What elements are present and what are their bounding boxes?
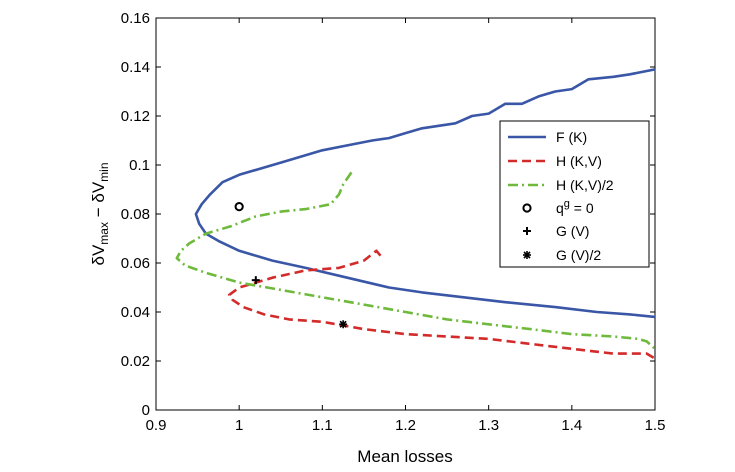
y-label-sub2: min bbox=[97, 162, 111, 181]
x-tick-label: 1.5 bbox=[645, 417, 666, 434]
legend-label-h-kv-half: H (K,V)/2 bbox=[556, 177, 614, 193]
x-tick-label: 1 bbox=[235, 417, 243, 434]
legend-box bbox=[499, 120, 650, 268]
legend-label-gv-half: G (V)/2 bbox=[556, 247, 601, 263]
marker-circle-point bbox=[234, 202, 244, 212]
marker-layer bbox=[234, 202, 348, 329]
x-tick-label: 1.4 bbox=[561, 417, 582, 434]
series-line-1 bbox=[227, 249, 656, 360]
legend-circle-marker-icon bbox=[522, 203, 532, 213]
series-layer bbox=[175, 68, 656, 360]
x-tick-label: 1.2 bbox=[395, 417, 416, 434]
y-label-sub1: max bbox=[97, 222, 111, 245]
y-tick-label: 0.04 bbox=[121, 304, 150, 321]
x-tick-label: 1.1 bbox=[312, 417, 333, 434]
legend-qg-tail: = 0 bbox=[570, 200, 594, 216]
legend-label-f-k: F (K) bbox=[556, 129, 587, 145]
x-axis-label: Mean losses bbox=[357, 447, 452, 466]
y-axis-ticks: 0 0.02 0.04 0.06 0.08 0.1 0.12 0.14 0.16 bbox=[121, 10, 655, 419]
x-axis-ticks: 0.9 1 1.1 1.2 1.3 1.4 1.5 bbox=[146, 18, 666, 434]
y-axis-label: δVmax − δVmin bbox=[89, 162, 111, 265]
legend-star-marker-icon bbox=[523, 251, 531, 259]
marker-star-point bbox=[339, 320, 348, 329]
y-tick-label: 0 bbox=[142, 402, 150, 419]
y-tick-label: 0.16 bbox=[121, 10, 150, 27]
y-tick-label: 0.02 bbox=[121, 353, 150, 370]
legend-label-qg: qg = 0 bbox=[556, 198, 594, 216]
y-tick-label: 0.08 bbox=[121, 206, 150, 223]
legend: F (K) H (K,V) H (K,V)/2 qg = 0 G (V) G (… bbox=[499, 120, 650, 268]
y-label-main: δV bbox=[89, 244, 108, 265]
legend-qg-sup: g bbox=[564, 198, 570, 210]
y-tick-label: 0.06 bbox=[121, 255, 150, 272]
legend-label-h-kv: H (K,V) bbox=[556, 153, 602, 169]
legend-label-gv: G (V) bbox=[556, 223, 589, 239]
series-line-0 bbox=[194, 68, 656, 319]
legend-plus-marker-icon bbox=[523, 227, 531, 235]
y-label-mid: − δV bbox=[89, 181, 108, 222]
x-tick-label: 1.3 bbox=[478, 417, 499, 434]
x-tick-label: 0.9 bbox=[146, 417, 167, 434]
legend-qg-main: q bbox=[556, 200, 564, 216]
y-tick-label: 0.12 bbox=[121, 108, 150, 125]
y-tick-label: 0.14 bbox=[121, 59, 150, 76]
y-tick-label: 0.1 bbox=[129, 157, 150, 174]
marker-plus-point bbox=[251, 276, 260, 285]
